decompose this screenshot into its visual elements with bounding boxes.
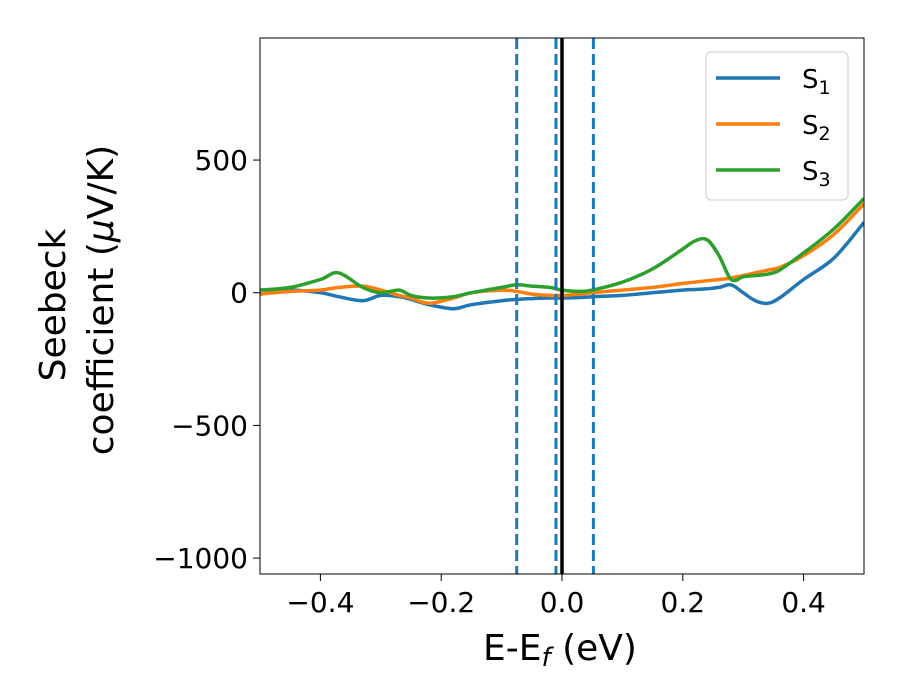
y-tick-label: −1000	[153, 542, 248, 575]
legend-box	[705, 51, 849, 201]
x-tick-label: −0.2	[407, 586, 475, 619]
legend-label-s1: S1	[802, 65, 831, 99]
series-line-s1	[260, 221, 864, 311]
x-tick-label: 0.4	[781, 586, 826, 619]
legend: S1 S2 S3	[705, 51, 849, 201]
x-tick-label: 0.2	[661, 586, 706, 619]
series-line-s2	[260, 202, 864, 306]
series-lines	[260, 38, 864, 574]
legend-label-s2: S2	[802, 111, 831, 145]
y-axis-label-line2: coefficient (μV/K)	[81, 145, 122, 455]
x-axis-label: E-Ef (eV)	[483, 628, 637, 673]
y-tick-label: 500	[195, 144, 248, 177]
series-line-s3	[260, 197, 864, 300]
x-tick-label: 0.0	[540, 586, 585, 619]
y-axis-label-line1: Seebeck	[33, 228, 74, 381]
legend-label-s3: S3	[802, 157, 831, 191]
x-tick-label: −0.4	[286, 586, 354, 619]
plot-frame	[259, 37, 865, 575]
axis-ticks: −0.4 −0.2 0.0 0.2 0.4 500 0 −500 −1000	[153, 144, 826, 619]
y-tick-label: −500	[171, 409, 248, 442]
y-tick-label: 0	[230, 277, 248, 310]
